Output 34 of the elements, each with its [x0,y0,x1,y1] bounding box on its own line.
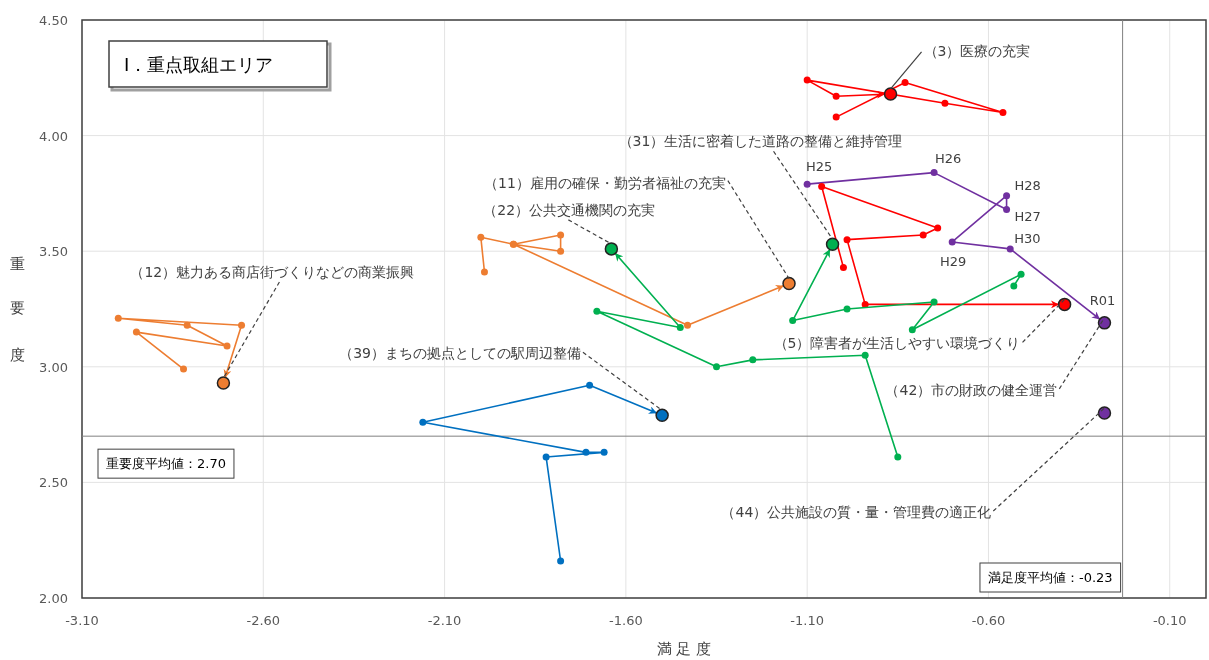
annotation: （44）公共施設の質・量・管理費の適正化 [721,504,992,521]
x-tick-label: -3.10 [65,613,99,628]
x-tick-label: -0.60 [971,613,1006,628]
annotation: （5）障害者が生活しやすい環境づくり [773,335,1021,352]
annotation: （11）雇用の確保・勤労者福祉の充実 [484,174,726,191]
x-tick-label: -1.10 [790,613,824,628]
annotation: H30 [1014,230,1041,246]
x-tick-label: -2.60 [246,613,281,628]
annotation: H26 [934,150,962,166]
annotation: （3）医療の充実 [923,42,1031,59]
y-tick-label: 3.50 [39,244,68,260]
annotation: H28 [1014,177,1041,193]
annotation: （22）公共交通機関の充実 [483,201,656,218]
x-tick-label: -2.10 [427,613,462,628]
annotation: R01 [1089,292,1116,308]
annotation: H25 [806,159,833,175]
y-tick-label: 4.00 [39,128,68,144]
y-tick-label: 2.50 [39,475,68,491]
ref-line-label: 重要度平均値：2.70 [106,456,226,472]
x-axis-title: 満 足 度 [656,640,712,658]
ref-line-label: 満足度平均値：-0.23 [987,570,1113,585]
annotation: （12）魅力ある商店街づくりなどの商業振興 [130,263,415,280]
annotation: H29 [940,253,967,269]
y-tick-label: 3.00 [39,359,68,375]
text: Ⅰ．重点取組エリア [124,54,274,75]
x-tick-label: -0.10 [1152,613,1187,628]
annotation: （31）生活に密着した道路の整備と維持管理 [618,133,903,150]
y-tick-label: 2.00 [39,591,68,606]
annotation: H27 [1014,208,1041,224]
x-tick-label: -1.60 [609,613,643,628]
annotation: （39）まちの拠点としての駅周辺整備 [339,345,581,362]
y-tick-label: 4.50 [39,13,68,28]
annotation: （42）市の財政の健全運営 [885,381,1058,398]
y-axis-title: 重要度 [9,244,27,379]
